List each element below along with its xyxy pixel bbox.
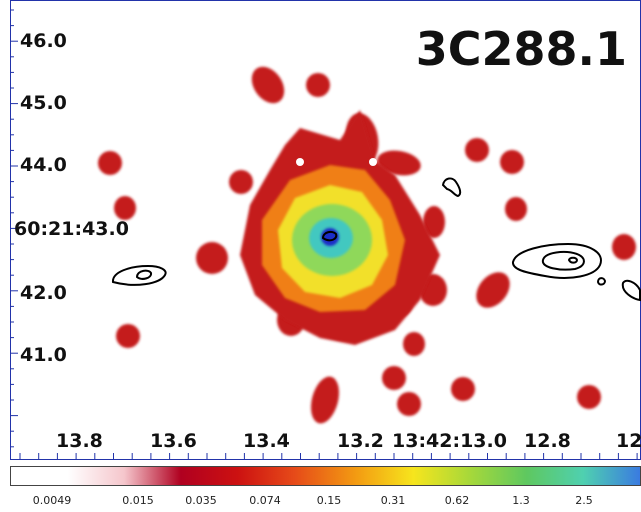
source-label: 3C288.1	[415, 22, 627, 76]
emission-gap	[369, 158, 377, 166]
y-tick-label: 45.0	[20, 92, 67, 114]
y-tick-label: 44.0	[20, 154, 67, 176]
emission-blob	[577, 385, 601, 409]
colorbar-tick-label: 0.074	[249, 494, 281, 507]
colorbar-tick-label: 2.5	[575, 494, 593, 507]
emission-blob	[306, 73, 330, 97]
colorbar-tick-label: 0.62	[444, 494, 470, 507]
emission-gap	[296, 158, 304, 166]
radio-contour	[512, 242, 602, 279]
emission-blob	[251, 66, 285, 104]
emission-blob	[229, 170, 253, 194]
emission-blob	[403, 332, 425, 356]
y-tick-label: 46.0	[20, 30, 67, 52]
emission-blob	[382, 366, 406, 390]
emission-blob	[114, 196, 136, 220]
radio-contour	[441, 177, 462, 198]
colorbar-tick-label: 0.15	[316, 494, 342, 507]
radio-contour	[541, 251, 585, 271]
emission-blob	[377, 150, 421, 176]
colorbar-tick-label: 0.015	[122, 494, 154, 507]
x-tick-label: 13.6	[150, 430, 197, 452]
radio-contour	[112, 264, 167, 286]
y-tick-label: 60:21:43.0	[14, 218, 129, 240]
emission-blob	[397, 392, 421, 416]
radio-contour	[135, 269, 153, 280]
y-tick-label: 41.0	[20, 344, 67, 366]
x-tick-label: 13.4	[243, 430, 290, 452]
radio-contours	[112, 177, 641, 302]
emission-blob	[423, 206, 445, 238]
colorbar-tick-label: 0.035	[185, 494, 217, 507]
emission-blob	[465, 138, 489, 162]
x-tick-label: 12	[616, 430, 641, 452]
emission-blob	[451, 377, 475, 401]
x-tick-label: 13:42:13.0	[392, 430, 507, 452]
radio-contour	[321, 230, 338, 242]
emission-blob	[116, 324, 140, 348]
emission-blob	[98, 151, 122, 175]
emission-blob	[612, 234, 636, 260]
x-tick-label: 12.8	[524, 430, 571, 452]
colorbar-tick-label: 0.31	[380, 494, 406, 507]
radio-contour	[621, 279, 641, 302]
colorbar-tick-label: 0.0049	[32, 494, 72, 507]
emission-blob	[505, 197, 527, 221]
y-tick-label: 42.0	[20, 282, 67, 304]
axis-ticks	[10, 9, 638, 459]
emission-blob	[476, 272, 510, 308]
x-tick-label: 13.8	[56, 430, 103, 452]
radio-contour	[567, 256, 579, 264]
emission-blob	[196, 242, 228, 274]
emission-blob	[500, 150, 524, 174]
radio-contour	[596, 277, 607, 286]
emission-blob	[310, 376, 340, 424]
colorbar	[10, 466, 641, 486]
colorbar-tick-label: 1.3	[512, 494, 530, 507]
x-tick-label: 13.2	[337, 430, 384, 452]
